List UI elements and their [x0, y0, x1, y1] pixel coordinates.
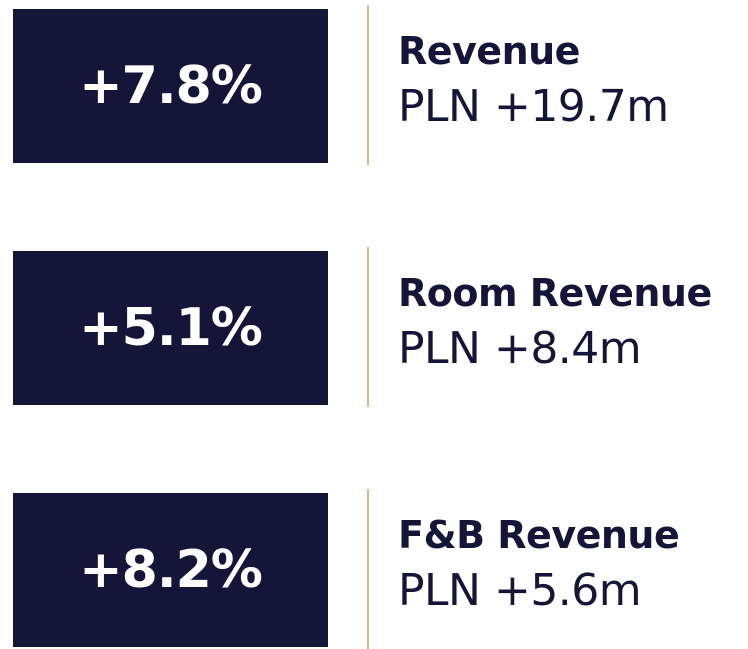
kpi-row: +5.1% Room Revenue PLN +8.4m: [0, 247, 748, 407]
change-badge: +5.1%: [13, 251, 328, 405]
kpi-row: +7.8% Revenue PLN +19.7m: [0, 5, 748, 165]
kpi-label: Revenue: [398, 29, 580, 73]
kpi-label: Room Revenue: [398, 271, 712, 315]
divider: [367, 247, 369, 407]
kpi-row: +8.2% F&B Revenue PLN +5.6m: [0, 489, 748, 649]
change-badge: +7.8%: [13, 9, 328, 163]
kpi-amount: PLN +19.7m: [398, 81, 669, 132]
kpi-label: F&B Revenue: [398, 513, 680, 557]
divider: [367, 489, 369, 649]
divider: [367, 5, 369, 165]
kpi-amount: PLN +8.4m: [398, 323, 642, 374]
change-badge: +8.2%: [13, 493, 328, 647]
kpi-amount: PLN +5.6m: [398, 565, 642, 616]
